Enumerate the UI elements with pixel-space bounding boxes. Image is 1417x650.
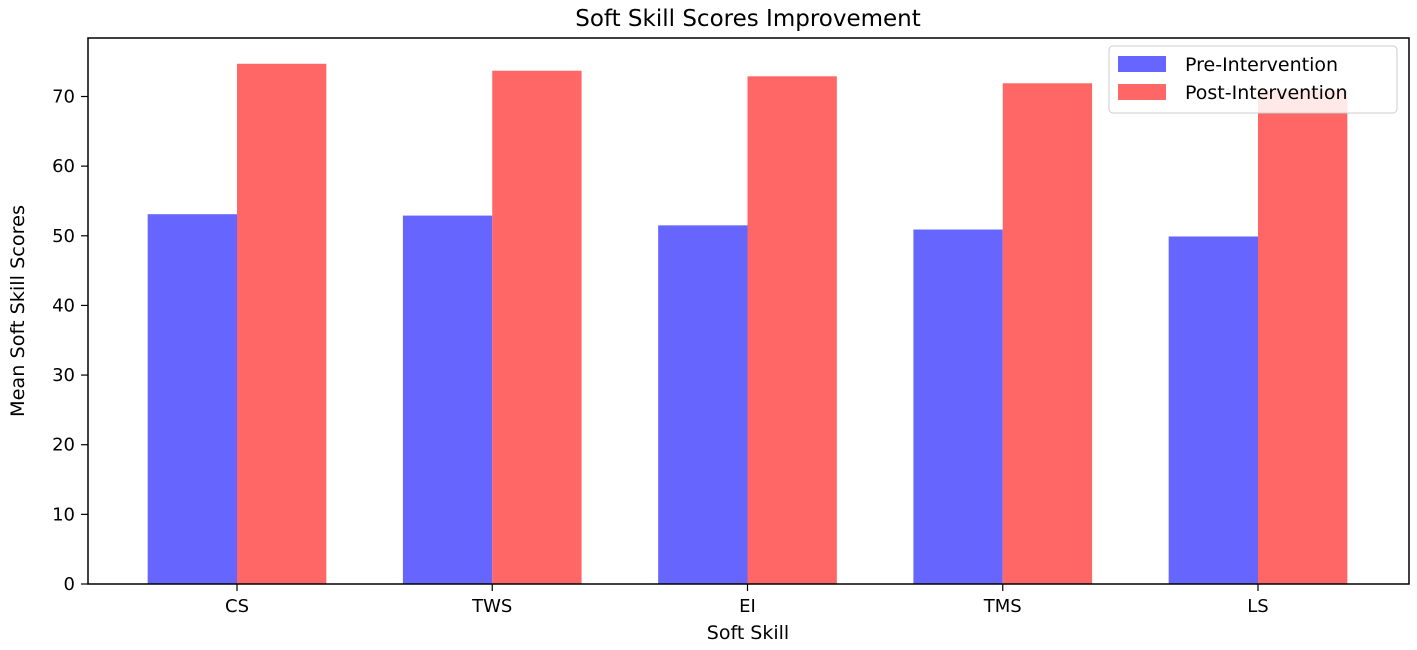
x-tick-label: TMS [983, 596, 1022, 617]
y-tick-label: 60 [52, 156, 75, 177]
bar-post-intervention-tws [492, 70, 582, 585]
bar-post-intervention-ei [747, 76, 837, 585]
legend-swatch-post-intervention [1118, 84, 1166, 100]
chart-title: Soft Skill Scores Improvement [575, 6, 921, 32]
y-tick-label: 70 [52, 87, 75, 108]
bar-pre-intervention-tws [402, 215, 493, 584]
y-tick-label: 10 [52, 504, 75, 525]
x-tick-label: CS [225, 596, 249, 617]
bar-pre-intervention-tms [913, 229, 1003, 584]
y-tick-label: 50 [52, 226, 75, 247]
x-axis-ticks: CS TWS EI TMS LS [225, 584, 1269, 617]
x-axis-label: Soft Skill [707, 622, 789, 644]
bar-pre-intervention-cs [147, 214, 237, 584]
bar-post-intervention-ls [1258, 90, 1348, 584]
y-axis-label: Mean Soft Skill Scores [7, 205, 29, 417]
plot-frame [87, 37, 1410, 585]
y-tick-label: 20 [52, 435, 75, 456]
legend-label-pre-intervention: Pre-Intervention [1185, 54, 1338, 76]
bar-post-intervention-cs [237, 63, 327, 584]
bar-post-intervention-tms [1002, 83, 1093, 585]
legend-box [1108, 45, 1398, 114]
legend-swatch-pre-intervention [1118, 56, 1166, 72]
y-tick-label: 0 [64, 574, 75, 595]
y-axis-ticks: 0 10 20 30 40 50 60 70 [52, 87, 88, 595]
x-tick-label: LS [1247, 596, 1268, 617]
bar-pre-intervention-ei [658, 225, 748, 584]
bars-layer [147, 63, 1348, 585]
legend-label-post-intervention: Post-Intervention [1185, 82, 1348, 104]
x-tick-label: EI [739, 596, 756, 617]
legend: Pre-Intervention Post-Intervention [1108, 45, 1398, 114]
bar-pre-intervention-ls [1168, 236, 1258, 585]
y-tick-label: 30 [52, 365, 75, 386]
x-tick-label: TWS [471, 596, 512, 617]
y-tick-label: 40 [52, 295, 75, 316]
